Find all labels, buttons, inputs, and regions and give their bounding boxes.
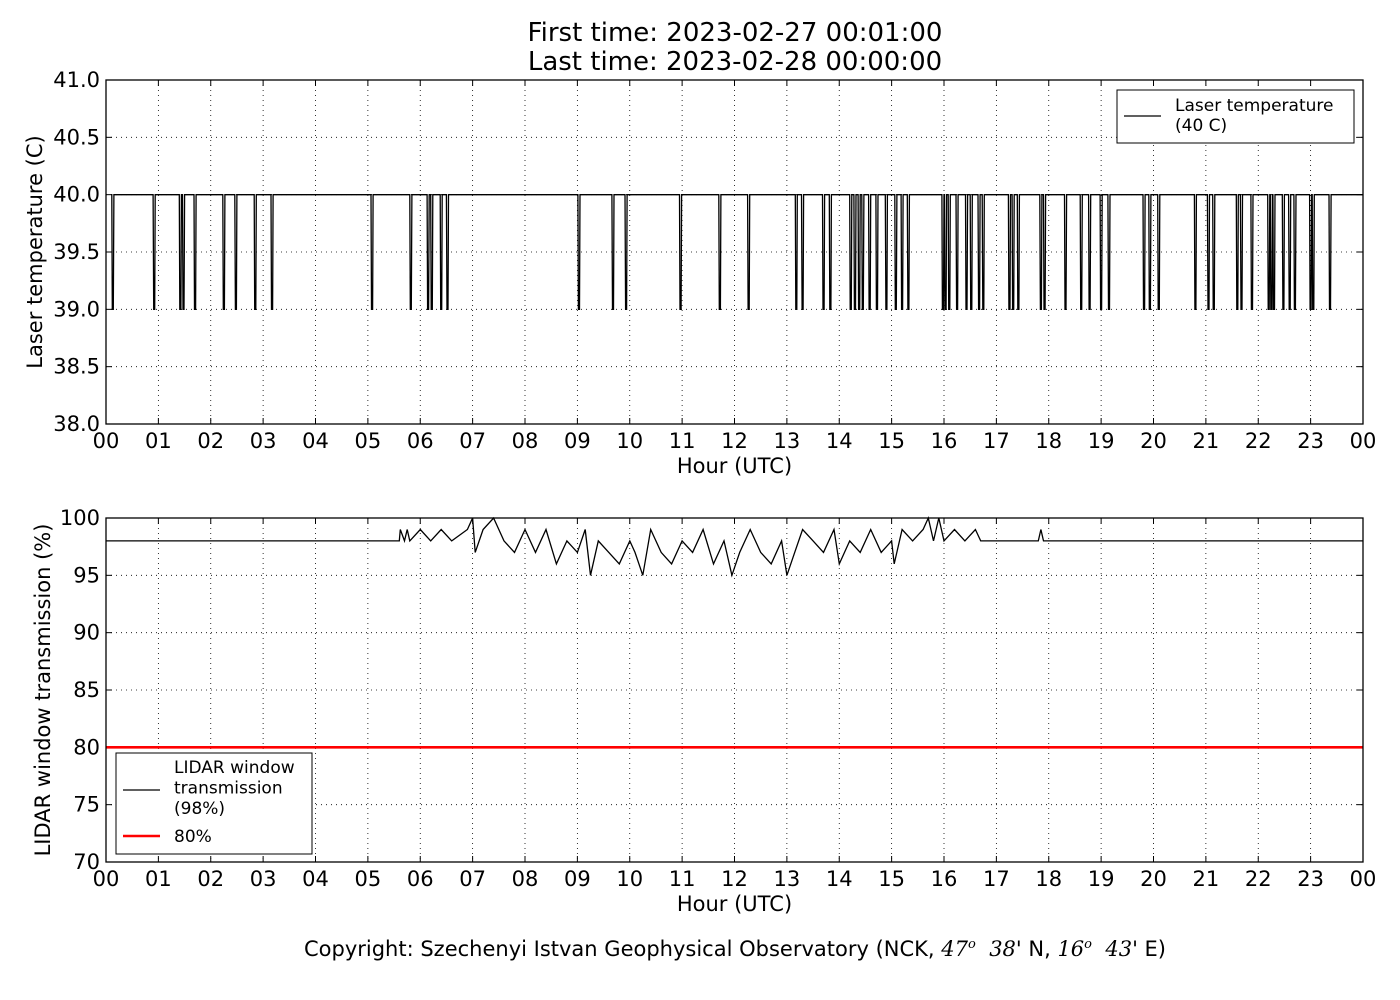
y-tick-label: 85 [73, 678, 100, 702]
longitude-minutes: 43 [1105, 937, 1133, 961]
x-tick-label: 20 [1140, 429, 1167, 453]
x-tick-label: 02 [197, 867, 224, 891]
copyright-prefix: Copyright: Szechenyi Istvan Geophysical … [303, 937, 942, 961]
x-tick-label: 09 [564, 867, 591, 891]
x-tick-label: 00 [1350, 429, 1377, 453]
copyright-notice: Copyright: Szechenyi Istvan Geophysical … [0, 937, 1400, 961]
x-tick-label: 20 [1140, 867, 1167, 891]
latitude-degree-mark: o [968, 937, 976, 952]
x-tick-label: 12 [721, 867, 748, 891]
x-tick-label: 23 [1297, 867, 1324, 891]
x-tick-label: 06 [407, 429, 434, 453]
legend-label: LIDAR window [174, 758, 295, 778]
x-tick-label: 04 [302, 867, 329, 891]
x-tick-label: 11 [669, 867, 696, 891]
x-tick-label: 13 [774, 429, 801, 453]
y-axis-label: Laser temperature (C) [23, 135, 47, 368]
x-tick-label: 14 [826, 429, 853, 453]
x-tick-label: 08 [512, 867, 539, 891]
x-tick-label: 06 [407, 867, 434, 891]
x-tick-label: 16 [931, 429, 958, 453]
x-tick-label: 10 [616, 429, 643, 453]
y-tick-label: 38.0 [53, 412, 100, 436]
longitude-degrees: 16 [1057, 937, 1085, 961]
y-axis-label: LIDAR window transmission (%) [31, 524, 55, 857]
y-tick-label: 70 [73, 850, 100, 874]
x-axis-label: Hour (UTC) [677, 454, 792, 478]
y-tick-label: 100 [60, 506, 100, 530]
x-tick-label: 09 [564, 429, 591, 453]
x-tick-label: 19 [1088, 429, 1115, 453]
plot-frame [105, 517, 1364, 863]
x-tick-label: 08 [512, 429, 539, 453]
x-tick-label: 18 [1035, 867, 1062, 891]
chart-title-last-time: Last time: 2023-02-28 00:00:00 [527, 47, 943, 77]
y-tick-label: 95 [73, 563, 100, 587]
latitude-minutes: 38 [989, 937, 1016, 961]
x-tick-label: 02 [197, 429, 224, 453]
x-tick-label: 01 [145, 429, 172, 453]
legend-label: transmission [174, 779, 283, 799]
x-axis-label: Hour (UTC) [677, 892, 792, 916]
x-tick-label: 15 [878, 429, 905, 453]
laser-temperature-panel: 00 01 02 03 04 05 06 07 08 09 10 11 12 13 14 15 16 17 18 19… [23, 68, 1376, 478]
legend-label: Laser temperature [1175, 96, 1333, 116]
x-tick-label: 16 [931, 867, 958, 891]
legend-label: (40 C) [1175, 116, 1227, 136]
y-tick-label: 38.5 [53, 355, 100, 379]
x-tick-label: 05 [355, 867, 382, 891]
y-tick-label: 80 [73, 735, 100, 759]
x-tick-label: 00 [1350, 867, 1377, 891]
x-tick-label: 21 [1193, 429, 1220, 453]
x-tick-label: 12 [721, 429, 748, 453]
x-tick-label: 19 [1088, 867, 1115, 891]
longitude-suffix: ' E) [1132, 937, 1167, 961]
x-tick-label: 17 [983, 429, 1010, 453]
y-tick-label: 40.0 [53, 183, 100, 207]
lidar-transmission-line [106, 515, 1363, 578]
x-tick-label: 10 [616, 867, 643, 891]
x-tick-label: 22 [1245, 429, 1272, 453]
x-tick-label: 13 [774, 867, 801, 891]
chart-title-first-time: First time: 2023-02-27 00:01:00 [527, 18, 943, 48]
x-tick-label: 07 [459, 429, 486, 453]
y-tick-label: 40.5 [53, 125, 100, 149]
x-tick-label: 03 [250, 867, 277, 891]
legend-label: 80% [174, 827, 212, 847]
y-tick-label: 39.0 [53, 297, 100, 321]
plot-frame [105, 79, 1364, 425]
x-tick-label: 14 [826, 867, 853, 891]
lidar-transmission-panel: 00 01 02 03 04 05 06 07 08 09 10 11 12 13 14 15 16 17 18 19… [31, 506, 1376, 916]
x-tick-label: 22 [1245, 867, 1272, 891]
x-tick-label: 07 [459, 867, 486, 891]
y-tick-label: 39.5 [53, 240, 100, 264]
x-tick-label: 21 [1193, 867, 1220, 891]
latitude-suffix: ' N, [1015, 937, 1058, 961]
x-tick-label: 18 [1035, 429, 1062, 453]
longitude-degree-mark: o [1084, 937, 1092, 952]
x-tick-label: 01 [145, 867, 172, 891]
x-tick-label: 15 [878, 867, 905, 891]
y-tick-label: 90 [73, 621, 100, 645]
x-tick-label: 04 [302, 429, 329, 453]
laser-temperature-line [111, 194, 1363, 310]
y-tick-label: 41.0 [53, 68, 100, 92]
x-tick-label: 00 [93, 867, 120, 891]
x-tick-label: 03 [250, 429, 277, 453]
x-tick-label: 23 [1297, 429, 1324, 453]
x-tick-label: 05 [355, 429, 382, 453]
legend-label: (98%) [174, 799, 225, 819]
x-tick-label: 00 [93, 429, 120, 453]
latitude-degrees: 47 [941, 937, 968, 961]
x-tick-label: 11 [669, 429, 696, 453]
x-tick-label: 17 [983, 867, 1010, 891]
y-tick-label: 75 [73, 793, 100, 817]
